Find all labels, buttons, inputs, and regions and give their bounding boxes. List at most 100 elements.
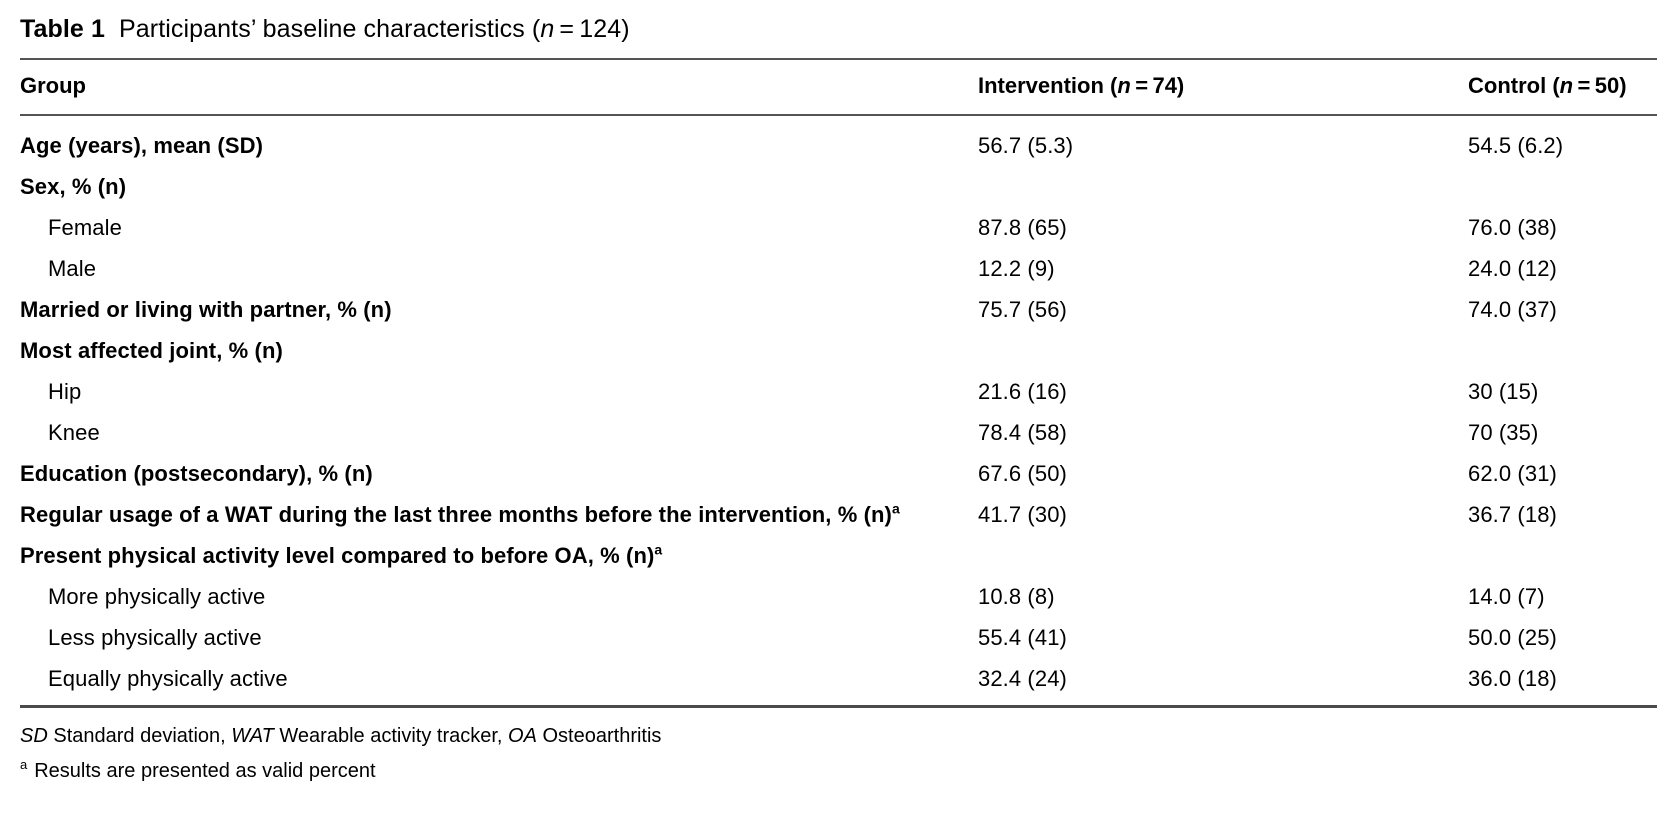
row-label-cell: Hip bbox=[20, 371, 978, 412]
table-row: More physically active 10.8 (8) 14.0 (7) bbox=[20, 576, 1657, 617]
intervention-value-cell: 55.4 (41) bbox=[978, 625, 1067, 650]
row-label-cell: Female bbox=[20, 207, 978, 248]
table-row: Married or living with partner, % (n) 75… bbox=[20, 289, 1657, 330]
footnote-marker: a bbox=[891, 500, 900, 517]
row-label-cell: Education (postsecondary), % (n) bbox=[20, 453, 978, 494]
row-label: Education (postsecondary), % (n) bbox=[20, 461, 373, 486]
intervention-header-text: Intervention ( bbox=[978, 73, 1118, 98]
table-row: Age (years), mean (SD) 56.7 (5.3) 54.5 (… bbox=[20, 115, 1657, 166]
intervention-value-cell: 10.8 (8) bbox=[978, 584, 1055, 609]
row-label: Present physical activity level compared… bbox=[20, 541, 663, 568]
row-label: Married or living with partner, % (n) bbox=[20, 297, 392, 322]
caption-n-value: = 124) bbox=[554, 15, 630, 43]
table-row: Hip 21.6 (16) 30 (15) bbox=[20, 371, 1657, 412]
table-caption: Table 1 Participants’ baseline characteri… bbox=[20, 14, 1657, 45]
abbrev-term-sd: SD bbox=[20, 725, 48, 747]
intervention-value-cell bbox=[978, 535, 1468, 576]
control-value-cell bbox=[1468, 166, 1657, 207]
row-label: Equally physically active bbox=[48, 666, 288, 691]
table-row: Female 87.8 (65) 76.0 (38) bbox=[20, 207, 1657, 248]
table-container: Table 1 Participants’ baseline characteri… bbox=[20, 14, 1657, 783]
row-label: Age (years), mean (SD) bbox=[20, 133, 264, 158]
table-footnotes: SD Standard deviation, WAT Wearable acti… bbox=[20, 708, 1657, 783]
control-value-cell bbox=[1468, 330, 1657, 371]
intervention-value-cell: 75.7 (56) bbox=[978, 297, 1067, 322]
row-label: Male bbox=[48, 256, 97, 281]
table-row: Knee 78.4 (58) 70 (35) bbox=[20, 412, 1657, 453]
row-label: Less physically active bbox=[48, 625, 262, 650]
intervention-value-cell: 67.6 (50) bbox=[978, 461, 1067, 486]
table-row: Less physically active 55.4 (41) 50.0 (2… bbox=[20, 617, 1657, 658]
control-n-value: = 50) bbox=[1573, 73, 1627, 98]
control-value-cell: 36.7 (18) bbox=[1468, 502, 1557, 527]
control-n-italic: n bbox=[1559, 73, 1574, 98]
control-value-cell bbox=[1468, 535, 1657, 576]
intervention-value-cell bbox=[978, 166, 1468, 207]
footnote-a-marker: a bbox=[20, 757, 28, 773]
control-value-cell: 70 (35) bbox=[1468, 420, 1539, 445]
row-label: Regular usage of a WAT during the last t… bbox=[20, 500, 900, 527]
control-value-cell: 76.0 (38) bbox=[1468, 215, 1557, 240]
baseline-characteristics-table: Group Intervention (n = 74) Control (n =… bbox=[20, 58, 1657, 708]
table-row: Education (postsecondary), % (n) 67.6 (5… bbox=[20, 453, 1657, 494]
intervention-value-cell: 87.8 (65) bbox=[978, 215, 1067, 240]
intervention-value-cell: 56.7 (5.3) bbox=[978, 133, 1074, 158]
intervention-value-cell: 78.4 (58) bbox=[978, 420, 1067, 445]
footnote-a-text: Results are presented as valid percent bbox=[34, 760, 376, 782]
row-label-cell: Present physical activity level compared… bbox=[20, 535, 978, 576]
table-row: Most affected joint, % (n) bbox=[20, 330, 1657, 371]
row-label: Knee bbox=[48, 420, 100, 445]
control-value-cell: 36.0 (18) bbox=[1468, 666, 1557, 691]
caption-text: Participants’ baseline characteristics ( bbox=[119, 15, 541, 43]
column-header-group: Group bbox=[20, 73, 86, 98]
intervention-value-cell: 41.7 (30) bbox=[978, 502, 1067, 527]
caption-n-italic: n bbox=[540, 15, 555, 43]
row-label-cell: Equally physically active bbox=[20, 658, 978, 707]
column-header-control: Control (n = 50) bbox=[1468, 59, 1657, 115]
table-row: Sex, % (n) bbox=[20, 166, 1657, 207]
control-value-cell: 62.0 (31) bbox=[1468, 461, 1557, 486]
abbrev-term-wat: WAT bbox=[231, 725, 274, 747]
abbrev-def-wat: Wearable activity tracker, bbox=[273, 725, 509, 747]
row-label-cell: Age (years), mean (SD) bbox=[20, 115, 978, 166]
row-label-cell: Married or living with partner, % (n) bbox=[20, 289, 978, 330]
footnote-a: a Results are presented as valid percent bbox=[20, 757, 1657, 783]
control-value-cell: 54.5 (6.2) bbox=[1468, 133, 1564, 158]
control-header-text: Control ( bbox=[1468, 73, 1560, 98]
row-label-cell: Most affected joint, % (n) bbox=[20, 330, 978, 371]
intervention-value-cell: 12.2 (9) bbox=[978, 256, 1055, 281]
row-label: Hip bbox=[48, 379, 82, 404]
control-value-cell: 30 (15) bbox=[1468, 379, 1539, 404]
abbreviations-line: SD Standard deviation, WAT Wearable acti… bbox=[20, 724, 1657, 748]
row-label: Most affected joint, % (n) bbox=[20, 338, 283, 363]
intervention-n-italic: n bbox=[1117, 73, 1131, 98]
row-label-cell: More physically active bbox=[20, 576, 978, 617]
table-row: Present physical activity level compared… bbox=[20, 535, 1657, 576]
intervention-value-cell: 32.4 (24) bbox=[978, 666, 1067, 691]
table-number: Table 1 bbox=[20, 15, 105, 43]
abbrev-term-oa: OA bbox=[508, 725, 537, 747]
row-label: More physically active bbox=[48, 584, 266, 609]
footnote-marker: a bbox=[654, 541, 663, 558]
abbrev-def-oa: Osteoarthritis bbox=[536, 725, 662, 747]
row-label: Female bbox=[48, 215, 122, 240]
control-value-cell: 14.0 (7) bbox=[1468, 584, 1545, 609]
row-label-cell: Knee bbox=[20, 412, 978, 453]
row-label-cell: Regular usage of a WAT during the last t… bbox=[20, 494, 978, 535]
row-label-cell: Sex, % (n) bbox=[20, 166, 978, 207]
intervention-n-value: = 74) bbox=[1130, 73, 1185, 98]
row-label-cell: Less physically active bbox=[20, 617, 978, 658]
control-value-cell: 74.0 (37) bbox=[1468, 297, 1557, 322]
row-label-cell: Male bbox=[20, 248, 978, 289]
control-value-cell: 24.0 (12) bbox=[1468, 256, 1557, 281]
control-value-cell: 50.0 (25) bbox=[1468, 625, 1557, 650]
table-row: Male 12.2 (9) 24.0 (12) bbox=[20, 248, 1657, 289]
intervention-value-cell: 21.6 (16) bbox=[978, 379, 1067, 404]
column-header-intervention: Intervention (n = 74) bbox=[978, 59, 1468, 115]
header-row: Group Intervention (n = 74) Control (n =… bbox=[20, 59, 1657, 115]
row-label: Sex, % (n) bbox=[20, 174, 127, 199]
table-row: Equally physically active 32.4 (24) 36.0… bbox=[20, 658, 1657, 707]
abbrev-def-sd: Standard deviation, bbox=[47, 725, 232, 747]
intervention-value-cell bbox=[978, 330, 1468, 371]
